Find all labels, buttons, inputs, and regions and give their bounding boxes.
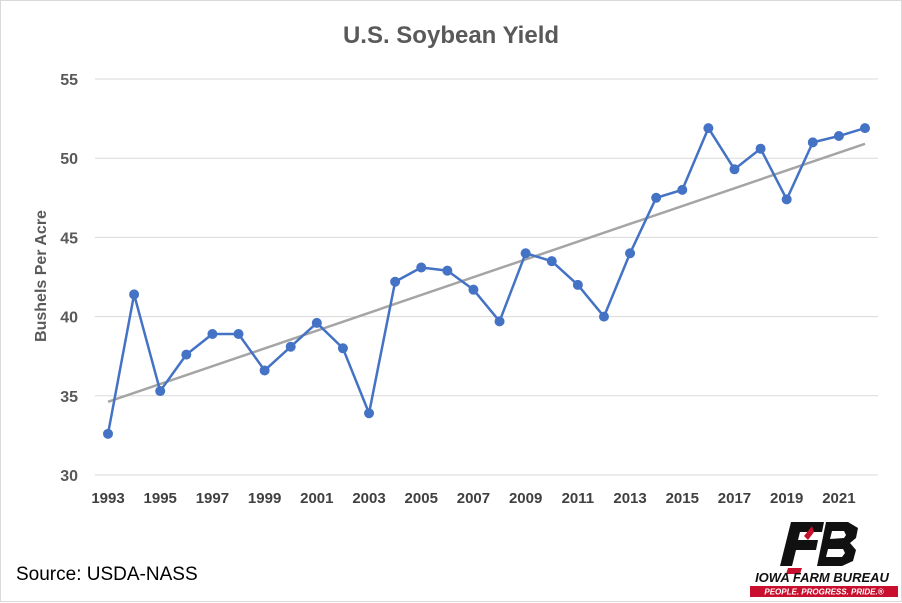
- data-point: [129, 289, 140, 300]
- data-point: [598, 311, 609, 322]
- x-tick-label: 2007: [457, 490, 490, 507]
- y-tick-label: 40: [60, 310, 78, 327]
- x-tick-label: 2001: [300, 490, 333, 507]
- x-tick-label: 2003: [352, 490, 385, 507]
- y-tick-label: 45: [60, 230, 78, 247]
- data-point: [103, 428, 113, 439]
- data-point: [520, 248, 531, 259]
- fb-mark-icon: [780, 522, 858, 574]
- x-tick-label: 1995: [144, 490, 177, 507]
- trendline: [107, 142, 866, 403]
- x-tick-label: 1999: [248, 490, 281, 507]
- data-point: [703, 123, 714, 134]
- logo-tagline: PEOPLE. PROGRESS. PRIDE.®: [764, 588, 883, 597]
- data-point: [181, 349, 192, 360]
- y-tick-label: 50: [60, 151, 78, 168]
- data-point: [494, 316, 505, 327]
- data-point: [468, 284, 479, 295]
- data-point: [677, 184, 688, 195]
- data-point: [546, 256, 557, 267]
- data-point: [651, 192, 662, 203]
- data-point: [155, 386, 166, 397]
- x-tick-label: 2019: [770, 490, 803, 507]
- source-note: Source: USDA-NASS: [16, 564, 198, 585]
- data-point: [233, 329, 244, 340]
- iowa-farm-bureau-logo: IOWA FARM BUREAU PEOPLE. PROGRESS. PRIDE…: [744, 518, 900, 598]
- data-point: [572, 279, 583, 290]
- y-tick-label: 30: [60, 468, 78, 485]
- y-tick-label: 55: [60, 72, 78, 89]
- y-tick-label: 35: [60, 389, 78, 406]
- data-point: [755, 143, 766, 154]
- data-point: [781, 194, 792, 205]
- data-point: [729, 164, 740, 175]
- chart-title: U.S. Soybean Yield: [342, 22, 560, 49]
- data-point: [364, 408, 375, 419]
- data-point: [259, 365, 270, 376]
- x-tick-label: 1997: [196, 490, 229, 507]
- x-tick-label: 2009: [509, 490, 542, 507]
- x-tick-label: 1993: [91, 490, 124, 507]
- data-point: [833, 131, 844, 142]
- y-axis-label: Bushels Per Acre: [33, 210, 50, 342]
- data-point: [860, 123, 870, 134]
- x-tick-label: 2015: [666, 490, 699, 507]
- data-point: [416, 262, 427, 273]
- data-point: [390, 276, 401, 287]
- data-point: [285, 341, 296, 352]
- x-tick-label: 2013: [613, 490, 646, 507]
- data-point: [337, 343, 348, 354]
- x-tick-label: 2021: [822, 490, 855, 507]
- x-tick-label: 2017: [718, 490, 751, 507]
- data-point: [807, 137, 818, 148]
- series-line: [106, 126, 866, 435]
- x-tick-label: 2011: [562, 490, 595, 507]
- data-point: [207, 329, 218, 340]
- data-point: [625, 248, 636, 259]
- logo-text: IOWA FARM BUREAU: [755, 570, 889, 585]
- data-point: [311, 317, 322, 328]
- x-tick-label: 2005: [405, 490, 438, 507]
- data-point: [442, 265, 453, 276]
